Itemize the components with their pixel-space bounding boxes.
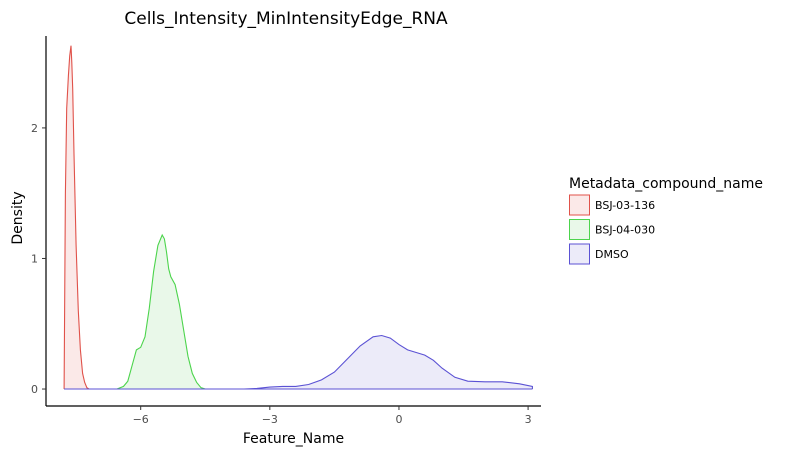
x-axis-title: Feature_Name xyxy=(243,431,344,447)
x-tick-label: −3 xyxy=(262,413,278,426)
x-tick-label: −6 xyxy=(133,413,149,426)
legend-label-1: BSJ-04-030 xyxy=(595,224,655,237)
legend-label-0: BSJ-03-136 xyxy=(595,199,655,212)
density-area-0 xyxy=(64,45,89,389)
x-axis-ticks: −6 −3 0 3 xyxy=(133,406,532,426)
plot-area xyxy=(63,45,533,390)
y-tick-label: 2 xyxy=(31,122,38,135)
density-area-2 xyxy=(244,335,533,389)
y-axis-ticks: 0 1 2 xyxy=(31,122,46,396)
density-area-1 xyxy=(117,235,206,389)
y-tick-label: 0 xyxy=(31,383,38,396)
density-line-0 xyxy=(63,45,90,390)
density-line-2 xyxy=(243,334,533,390)
legend-label-2: DMSO xyxy=(595,248,629,261)
legend-title: Metadata_compound_name xyxy=(569,176,763,192)
legend: Metadata_compound_name BSJ-03-136 BSJ-04-… xyxy=(569,176,763,265)
legend-key-1 xyxy=(569,219,590,240)
legend-key-2 xyxy=(569,243,590,265)
x-tick-label: 3 xyxy=(525,413,532,426)
y-tick-label: 1 xyxy=(31,252,38,265)
density-line-1 xyxy=(116,233,206,390)
x-tick-label: 0 xyxy=(395,413,402,426)
chart-title: Cells_Intensity_MinIntensityEdge_RNA xyxy=(124,9,448,29)
y-axis-title: Density xyxy=(10,191,26,244)
legend-key-0 xyxy=(569,194,590,216)
